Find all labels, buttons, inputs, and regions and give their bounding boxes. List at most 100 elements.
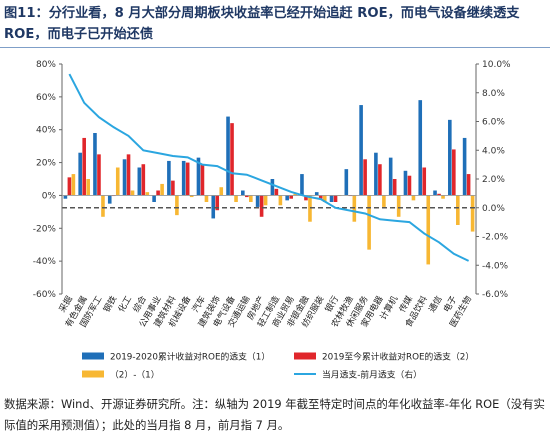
- left-tick-label: -40%: [33, 257, 57, 267]
- category-label: 通信: [426, 293, 445, 314]
- bar-series2: [318, 195, 323, 199]
- left-tick-label: 80%: [36, 60, 56, 70]
- sector-roe-chart: -60% -40% -20% 0% 20% 40% 60% 80% -6.0% -4.0% -2.…: [33, 60, 511, 381]
- bar-series1: [152, 195, 156, 202]
- right-tick-label: -4.0%: [482, 261, 509, 271]
- right-tick-label: 2.0%: [482, 175, 505, 185]
- bar-series2: [200, 164, 205, 196]
- bar-series3: [293, 193, 297, 196]
- bar-series1: [78, 152, 82, 196]
- bar-series2: [437, 193, 441, 196]
- bar-series3: [308, 195, 312, 222]
- bar-series1: [448, 119, 452, 196]
- bar-series3: [322, 195, 327, 202]
- bar-series3: [278, 195, 283, 206]
- bar-series2: [185, 162, 190, 196]
- bar-series2: [141, 164, 146, 196]
- bar-series1: [329, 195, 334, 202]
- figure-title: 图11：分行业看，8 月大部分周期板块收益率已经开始追赶 ROE，而电气设备继续…: [4, 6, 525, 42]
- right-tick-label: 0.0%: [482, 204, 505, 214]
- bar-series2: [304, 195, 308, 201]
- bar-series3: [189, 195, 194, 198]
- bar-series1: [462, 137, 467, 196]
- bar-series2: [274, 188, 279, 196]
- bar-series2: [452, 149, 456, 196]
- bar-series1: [167, 160, 171, 196]
- bar-series1: [314, 192, 319, 196]
- bar-series3: [456, 195, 460, 225]
- bar-series1: [211, 195, 216, 219]
- bar-series1: [359, 105, 363, 196]
- left-tick-label: 40%: [36, 126, 56, 136]
- bar-series2: [67, 177, 72, 196]
- bar-series3: [130, 190, 135, 196]
- bar-series3: [234, 195, 238, 202]
- bar-series1: [403, 170, 408, 196]
- bar-series1: [196, 157, 201, 196]
- right-tick-label: 8.0%: [482, 89, 505, 99]
- bar-series1: [107, 195, 112, 204]
- legend-label-2: 2019至今累计收益对ROE的透支（2）: [322, 351, 474, 363]
- bar-series3: [160, 183, 164, 196]
- bar-series1: [418, 100, 423, 196]
- bar-series1: [181, 160, 186, 196]
- bar-series2: [333, 195, 338, 202]
- legend-label-1: 2019-2020累计收益对ROE的透支（1）: [110, 351, 270, 363]
- bar-series2: [230, 123, 234, 196]
- bar-series1: [63, 195, 68, 199]
- bar-series3: [204, 195, 209, 202]
- category-label: 化工: [115, 293, 134, 314]
- bar-series3: [382, 195, 386, 207]
- bar-series3: [426, 195, 431, 265]
- bar-series1: [241, 190, 245, 196]
- legend-swatch-2: [294, 352, 316, 360]
- bar-series1: [374, 152, 378, 196]
- bar-series3: [441, 195, 445, 199]
- left-tick-label: 20%: [36, 159, 56, 169]
- legend-swatch-3: [82, 370, 104, 378]
- bar-series2: [245, 195, 249, 198]
- bar-series3: [115, 167, 120, 196]
- legend-label-4: 当月透支-前月透支（右）: [322, 369, 422, 381]
- bar-series2: [126, 154, 131, 196]
- left-tick-label: 0%: [42, 191, 57, 201]
- title-divider: [0, 47, 550, 48]
- right-tick-label: 6.0%: [482, 118, 505, 128]
- bar-series1: [226, 116, 230, 196]
- bar-series1: [122, 159, 127, 196]
- left-tick-label: -60%: [33, 290, 57, 300]
- bar-series3: [86, 179, 90, 196]
- bar-series2: [215, 195, 220, 211]
- left-tick-label: -20%: [33, 224, 57, 234]
- right-tick-label: 10.0%: [482, 60, 511, 70]
- bar-series1: [93, 133, 97, 196]
- bar-series2: [82, 137, 86, 196]
- bar-series2: [156, 190, 160, 196]
- bar-series3: [396, 195, 401, 217]
- legend-swatch-1: [82, 352, 104, 360]
- left-tick-label: 60%: [36, 93, 56, 103]
- right-tick-label: -6.0%: [482, 290, 509, 300]
- bar-series1: [388, 157, 393, 196]
- right-tick-label: -2.0%: [482, 233, 509, 243]
- bar-series2: [392, 179, 397, 196]
- bar-series2: [363, 159, 367, 196]
- bar-series3: [411, 195, 416, 201]
- bar-series2: [422, 167, 427, 196]
- figure-source-note: 数据来源：Wind、开源证券研究所。注：纵轴为 2019 年截至特定时间点的年化…: [4, 397, 545, 432]
- bar-series2: [289, 195, 293, 199]
- bar-series1: [300, 174, 304, 196]
- bar-series3: [71, 174, 76, 196]
- bar-series3: [249, 195, 253, 202]
- bar-series1: [285, 195, 289, 201]
- bar-series3: [219, 187, 224, 196]
- bar-series1: [344, 169, 349, 196]
- bar-series3: [101, 195, 105, 217]
- legend-label-3: （2）-（1）: [110, 370, 160, 381]
- bar-series3: [352, 195, 357, 222]
- bar-series3: [175, 195, 179, 216]
- bar-series1: [433, 190, 437, 196]
- bar-series2: [171, 180, 175, 196]
- bar-series2: [97, 154, 101, 196]
- right-tick-label: 4.0%: [482, 146, 505, 156]
